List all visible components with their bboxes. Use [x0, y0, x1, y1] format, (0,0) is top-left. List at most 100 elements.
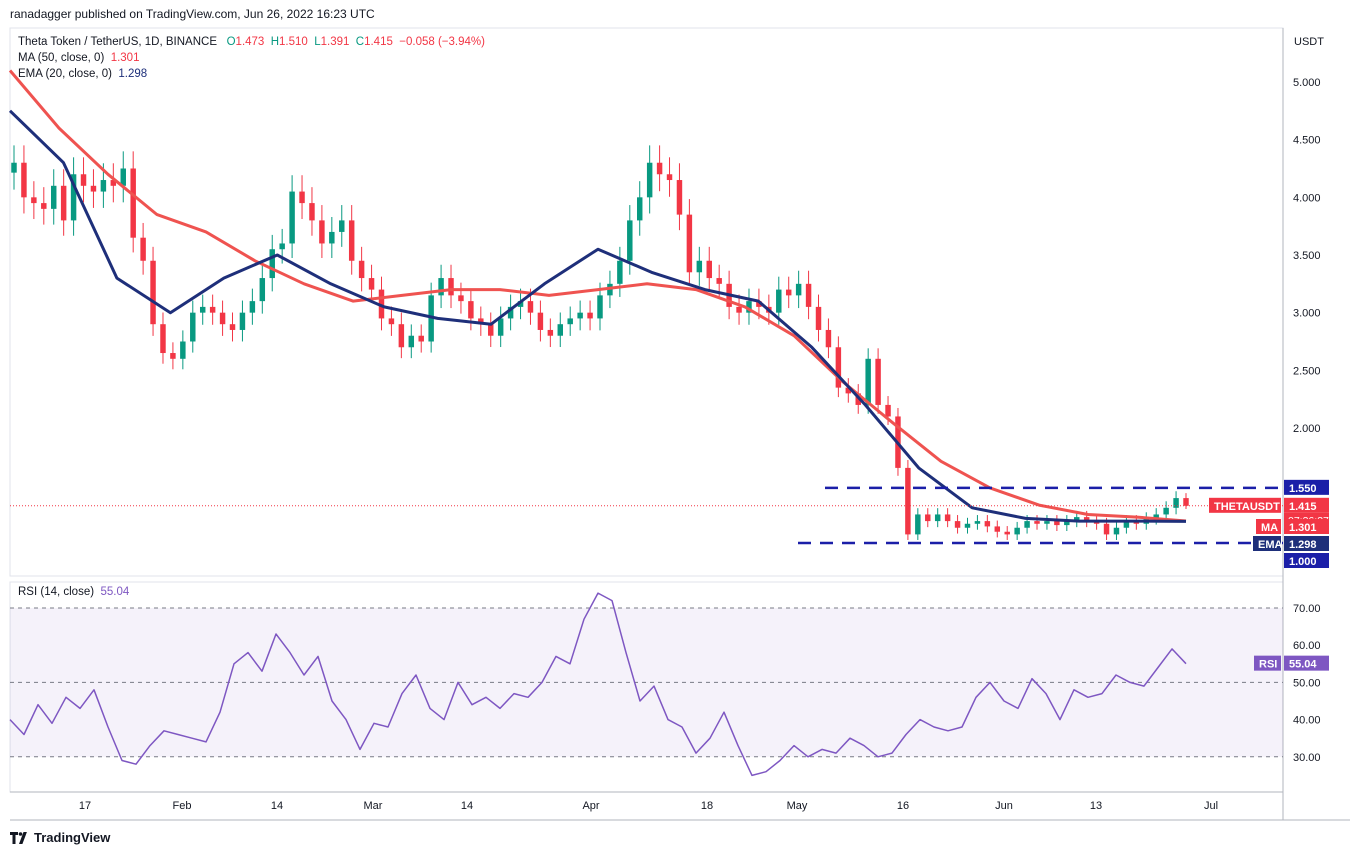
candle-body	[309, 203, 315, 221]
last-price-badge: 1.415	[1289, 501, 1317, 513]
change-value: −0.058 (−3.94%)	[399, 36, 485, 48]
candle-body	[31, 197, 37, 204]
rsi-band	[10, 608, 1283, 757]
candle-body	[1183, 498, 1189, 506]
candle-body	[497, 318, 504, 336]
candle-body	[984, 521, 991, 527]
candle-body	[815, 306, 822, 330]
candle-body	[1064, 521, 1070, 526]
rsi-tick-label: 40.00	[1293, 715, 1321, 727]
ema-legend: EMA (20, close, 0) 1.298	[18, 66, 485, 82]
candle-body	[627, 220, 633, 261]
time-tick-label: Apr	[582, 800, 599, 812]
candle-body	[448, 278, 454, 296]
candle-body	[706, 260, 712, 279]
candle-body	[905, 467, 911, 535]
rsi-tag-bg	[1254, 655, 1281, 671]
ema-legend-label: EMA (20, close, 0)	[18, 68, 112, 80]
rsi-tick-label: 70.00	[1293, 603, 1321, 615]
candle-body	[1024, 521, 1030, 528]
candle-body	[478, 318, 484, 325]
candle-body	[41, 203, 47, 209]
candle-body	[80, 174, 87, 186]
candle-body	[60, 185, 67, 221]
candle-body	[110, 180, 117, 186]
candle-body	[140, 237, 146, 261]
candle-body	[617, 260, 623, 284]
price-tick-label: 3.500	[1293, 250, 1321, 262]
candle-body	[676, 180, 683, 215]
rsi-legend: RSI (14, close) 55.04	[18, 586, 129, 598]
candle-body	[537, 312, 544, 330]
price-tick-label: 5.000	[1293, 77, 1321, 89]
candle-body	[368, 278, 375, 290]
candle-body	[199, 306, 206, 313]
candle-body	[209, 306, 216, 313]
candle-body	[100, 180, 107, 192]
candle-body	[488, 324, 494, 336]
candle-body	[398, 324, 405, 348]
candle-body	[358, 260, 365, 279]
time-tick-label: Feb	[173, 800, 192, 812]
tradingview-logo-icon	[10, 831, 27, 844]
symbol-tag-bg	[1209, 497, 1281, 513]
candle-body	[329, 231, 335, 244]
candle-body	[1074, 517, 1080, 522]
level-high-badge: 1.550	[1289, 483, 1317, 495]
candle-body	[547, 329, 554, 336]
candle-body	[1113, 527, 1120, 535]
ma-value-badge-bg	[1284, 519, 1329, 534]
low-value: 1.391	[320, 36, 350, 48]
time-tick-label: 13	[1090, 800, 1102, 812]
ema-tag: EMA	[1258, 539, 1283, 551]
price-tick-label: 2.000	[1293, 423, 1321, 435]
close-label: C	[355, 36, 365, 48]
tradingview-brand: TradingView	[34, 830, 111, 845]
candle-body	[388, 318, 395, 325]
tradingview-footer[interactable]: TradingView	[10, 830, 110, 845]
price-tick-label: 4.500	[1293, 135, 1321, 147]
symbol-line: Theta Token / TetherUS, 1D, BINANCE O1.4…	[18, 34, 485, 50]
time-tick-label: 14	[461, 800, 473, 812]
candle-body	[339, 220, 345, 232]
candle-body	[746, 301, 752, 313]
last-price-badge-bg	[1284, 497, 1329, 513]
candle-body	[160, 324, 166, 354]
candle-body	[1163, 507, 1169, 515]
level-high-badge-bg	[1284, 479, 1329, 495]
candle-body	[90, 185, 97, 192]
candle-body	[776, 289, 782, 313]
candle-body	[1173, 498, 1179, 508]
time-tick-label: 18	[701, 800, 713, 812]
candle-body	[885, 404, 891, 417]
time-tick-label: May	[787, 800, 808, 812]
candle-body	[517, 301, 524, 307]
ma-legend: MA (50, close, 0) 1.301	[18, 50, 485, 66]
candle-body	[190, 312, 196, 342]
candle-body	[835, 347, 842, 388]
candle-body	[756, 301, 762, 307]
time-tick-label: Jun	[995, 800, 1013, 812]
candle-body	[289, 191, 295, 244]
candle-body	[994, 526, 1001, 532]
candle-body	[736, 306, 742, 313]
candle-body	[875, 358, 881, 405]
ema-tag-bg	[1253, 536, 1281, 551]
candle-body	[1014, 527, 1020, 535]
candle-body	[170, 353, 176, 359]
candle-body	[219, 312, 226, 325]
candle-body	[180, 341, 186, 359]
price-tick-label: 2.500	[1293, 365, 1321, 377]
time-tick-label: 14	[271, 800, 283, 812]
symbol-tag: THETAUSDT	[1214, 501, 1280, 513]
candle-body	[1044, 521, 1050, 524]
candle-body	[964, 523, 971, 528]
ma-legend-label: MA (50, close, 0)	[18, 52, 105, 64]
time-tick-label: 16	[897, 800, 909, 812]
time-tick-label: Jul	[1204, 800, 1218, 812]
candle-body	[239, 312, 246, 330]
candle-body	[269, 249, 275, 279]
ema-value-badge: 1.298	[1289, 539, 1317, 551]
candle-body	[150, 260, 156, 325]
